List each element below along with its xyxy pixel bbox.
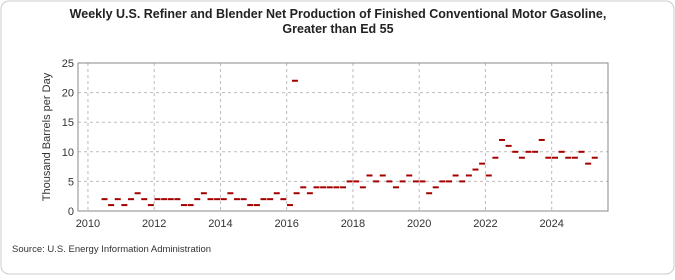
point: [134, 192, 141, 195]
point: [585, 162, 592, 165]
point: [492, 156, 499, 159]
point: [412, 180, 419, 183]
point: [353, 180, 360, 183]
point: [128, 198, 134, 201]
x-tick-label: 2024: [539, 218, 563, 230]
point: [313, 186, 320, 189]
point: [479, 162, 486, 165]
point: [147, 204, 154, 207]
point: [187, 204, 194, 207]
point: [247, 204, 254, 207]
point: [267, 198, 274, 201]
x-tick-label: 2010: [76, 218, 100, 230]
point: [340, 186, 346, 189]
point: [326, 186, 333, 189]
point: [214, 198, 221, 201]
point: [141, 198, 148, 201]
point: [366, 174, 373, 177]
point: [291, 79, 298, 82]
y-tick-label: 10: [62, 147, 74, 159]
point: [287, 204, 293, 207]
x-tick-label: 2016: [274, 218, 298, 230]
point: [406, 174, 413, 177]
plot-border: [77, 62, 609, 212]
y-tick-label: 20: [62, 88, 74, 100]
point: [485, 174, 492, 177]
point: [359, 186, 366, 189]
point: [306, 192, 313, 195]
point: [379, 174, 386, 177]
point: [121, 204, 128, 207]
point: [419, 180, 426, 183]
source: Source: U.S. Energy Information Administ…: [12, 244, 211, 255]
y-tick-label: 5: [68, 176, 74, 188]
point: [220, 198, 227, 201]
point: [499, 138, 505, 141]
point: [300, 186, 307, 189]
point: [101, 198, 108, 201]
point: [472, 168, 479, 171]
point: [108, 204, 115, 207]
x-tick-label: 2012: [142, 218, 166, 230]
point: [518, 156, 525, 159]
point: [333, 186, 340, 189]
point: [161, 198, 168, 201]
x-tick-label: 2022: [473, 218, 497, 230]
x-tick-label: 2018: [341, 218, 365, 230]
point: [260, 198, 267, 201]
point: [167, 198, 174, 201]
point: [571, 156, 578, 159]
point: [194, 198, 201, 201]
point: [532, 150, 539, 153]
point: [234, 198, 240, 201]
point: [578, 150, 585, 153]
point: [558, 150, 565, 153]
point: [393, 186, 399, 189]
point: [227, 192, 234, 195]
point: [525, 150, 532, 153]
point: [399, 180, 406, 183]
point: [200, 192, 207, 195]
point: [253, 204, 260, 207]
point: [505, 144, 512, 147]
point: [320, 186, 327, 189]
point: [273, 192, 280, 195]
y-axis-label: Thousand Barrels per Day: [41, 72, 53, 201]
y-tick-label: 0: [68, 206, 74, 218]
point: [452, 174, 459, 177]
chart-title: Weekly U.S. Refiner and Blender Net Prod…: [70, 7, 607, 36]
point: [293, 192, 300, 195]
point: [207, 198, 214, 201]
point: [465, 174, 472, 177]
point: [280, 198, 287, 201]
point: [114, 198, 121, 201]
point: [459, 180, 466, 183]
point: [426, 192, 433, 195]
point: [432, 186, 439, 189]
point: [439, 180, 446, 183]
point: [386, 180, 393, 183]
point: [565, 156, 572, 159]
point: [512, 150, 519, 153]
point: [181, 204, 187, 207]
point: [174, 198, 181, 201]
point: [591, 156, 598, 159]
point: [446, 180, 452, 183]
x-tick-label: 2014: [208, 218, 232, 230]
point: [154, 198, 161, 201]
y-tick-label: 15: [62, 117, 74, 129]
point: [545, 156, 552, 159]
point: [538, 138, 545, 141]
x-tick-label: 2020: [407, 218, 431, 230]
point: [346, 180, 353, 183]
y-tick-label: 25: [62, 58, 74, 70]
point: [552, 156, 558, 159]
point: [240, 198, 247, 201]
point: [373, 180, 380, 183]
